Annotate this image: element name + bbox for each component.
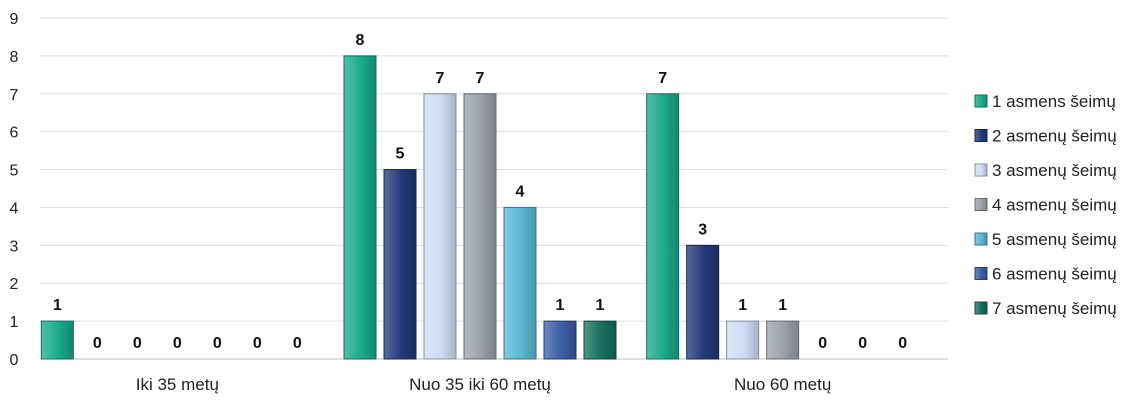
y-tick-label: 6 — [10, 125, 19, 142]
y-tick-label: 0 — [10, 352, 19, 369]
legend: 1 asmens šeimų 2 asmenų šeimų 3 asmenų šei… — [974, 92, 1117, 318]
data-label: 0 — [133, 335, 142, 352]
legend-label: 2 asmenų šeimų — [992, 127, 1117, 146]
bar — [343, 55, 377, 360]
legend-swatch — [974, 232, 988, 246]
data-label: 1 — [596, 297, 605, 314]
data-label: 0 — [93, 335, 102, 352]
bar — [423, 93, 457, 360]
y-tick-label: 4 — [10, 200, 19, 217]
data-label: 0 — [213, 335, 222, 352]
y-tick-label: 2 — [10, 276, 19, 293]
y-tick-label: 5 — [10, 163, 19, 180]
data-label: 0 — [898, 335, 907, 352]
data-label: 0 — [858, 335, 867, 352]
data-label: 4 — [516, 183, 525, 200]
legend-swatch — [974, 129, 988, 142]
legend-label: 3 asmenų šeimų — [992, 161, 1117, 180]
legend-label: 5 asmenų šeimų — [992, 230, 1117, 249]
data-label: 7 — [436, 70, 445, 87]
bars — [40, 55, 800, 360]
bar — [383, 169, 417, 360]
bar — [583, 320, 617, 360]
legend-swatch — [974, 301, 988, 315]
x-axis-categories: Iki 35 metų Nuo 35 iki 60 metų Nuo 60 metų — [136, 375, 832, 394]
bar — [503, 206, 537, 360]
bar — [686, 244, 720, 360]
legend-label: 4 asmenų šeimų — [992, 196, 1117, 215]
bar — [40, 320, 74, 360]
bar — [766, 320, 800, 360]
data-label: 0 — [173, 335, 182, 352]
data-label: 1 — [53, 297, 62, 314]
legend-swatch — [974, 163, 988, 177]
bar — [543, 320, 577, 360]
legend-label: 7 asmenų šeimų — [992, 299, 1117, 318]
legend-swatch — [974, 94, 988, 108]
bar — [646, 93, 680, 360]
data-label: 0 — [253, 335, 262, 352]
data-label: 0 — [293, 335, 302, 352]
y-tick-label: 3 — [10, 238, 19, 255]
data-label: 0 — [818, 335, 827, 352]
x-category-label: Nuo 35 iki 60 metų — [409, 375, 551, 394]
data-label: 1 — [556, 297, 565, 314]
legend-label: 1 asmens šeimų — [992, 92, 1116, 111]
y-tick-label: 8 — [10, 49, 19, 66]
data-label: 1 — [778, 297, 787, 314]
data-label: 5 — [396, 146, 405, 163]
bar — [463, 93, 497, 360]
legend-swatch — [974, 267, 988, 280]
data-label: 7 — [658, 70, 667, 87]
y-tick-label: 7 — [10, 87, 19, 104]
data-label: 7 — [476, 70, 485, 87]
data-label: 8 — [356, 32, 365, 49]
x-category-label: Nuo 60 metų — [734, 375, 831, 394]
x-category-label: Iki 35 metų — [136, 375, 219, 394]
data-label: 3 — [698, 221, 707, 238]
y-axis-ticks: 0 1 2 3 4 5 6 7 8 9 — [10, 11, 19, 369]
y-tick-label: 9 — [10, 11, 19, 28]
y-tick-label: 1 — [10, 314, 19, 331]
legend-label: 6 asmenų šeimų — [992, 265, 1117, 284]
data-label: 1 — [738, 297, 747, 314]
bar — [726, 320, 760, 360]
legend-swatch — [974, 198, 988, 211]
